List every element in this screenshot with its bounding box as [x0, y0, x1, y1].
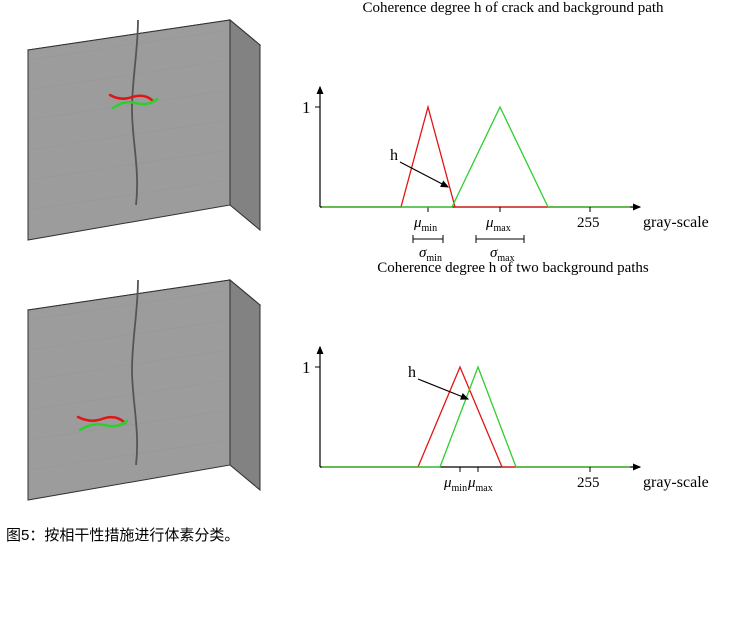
triangle-series-0 [322, 367, 630, 467]
h-arrow [418, 379, 468, 399]
watermark-sub: luyouqi.com [683, 616, 736, 627]
tick-255-label: 255 [577, 475, 600, 491]
chart-panel: Coherence degree h of crack and backgrou… [280, 0, 746, 260]
cube-panel [0, 260, 280, 520]
x-axis-label: gray-scale [643, 214, 709, 231]
figure-row-1: Coherence degree h of two background pat… [0, 260, 746, 520]
figure-row-0: Coherence degree h of crack and backgrou… [0, 0, 746, 260]
chart-title: Coherence degree h of two background pat… [280, 260, 746, 277]
triangle-series-1 [322, 107, 630, 207]
cube-front-face [28, 20, 230, 240]
triangle-series-1 [322, 367, 630, 467]
cube-side-face [230, 20, 260, 230]
router-icon: ⌂ [683, 585, 736, 605]
cube-front-face [28, 280, 230, 500]
chart-panel: Coherence degree h of two background pat… [280, 260, 746, 520]
y-one-label: 1 [302, 98, 311, 117]
mu-label-0: μmin [443, 475, 467, 494]
cube-diagram [0, 260, 280, 520]
y-one-label: 1 [302, 358, 311, 377]
cube-diagram [0, 0, 280, 260]
mu-label-1: μmax [467, 475, 493, 494]
cube-panel [0, 0, 280, 260]
watermark-badge: ⌂ 路由器 luyouqi.com [683, 585, 736, 627]
mu-label-0: μmin [413, 215, 437, 234]
coherence-chart: 1255gray-scaleμminμmaxσminσmaxh [280, 17, 740, 262]
tick-255-label: 255 [577, 215, 600, 231]
watermark-brand: 路由器 [694, 605, 724, 616]
coherence-chart: 1 255 gray-scale μminμmax h [280, 277, 740, 522]
chart-title: Coherence degree h of crack and backgrou… [280, 0, 746, 17]
cube-side-face [230, 280, 260, 490]
mu-label-1: μmax [485, 215, 511, 234]
x-axis-label: gray-scale [643, 474, 709, 491]
h-label: h [390, 147, 398, 164]
h-label: h [408, 364, 416, 381]
